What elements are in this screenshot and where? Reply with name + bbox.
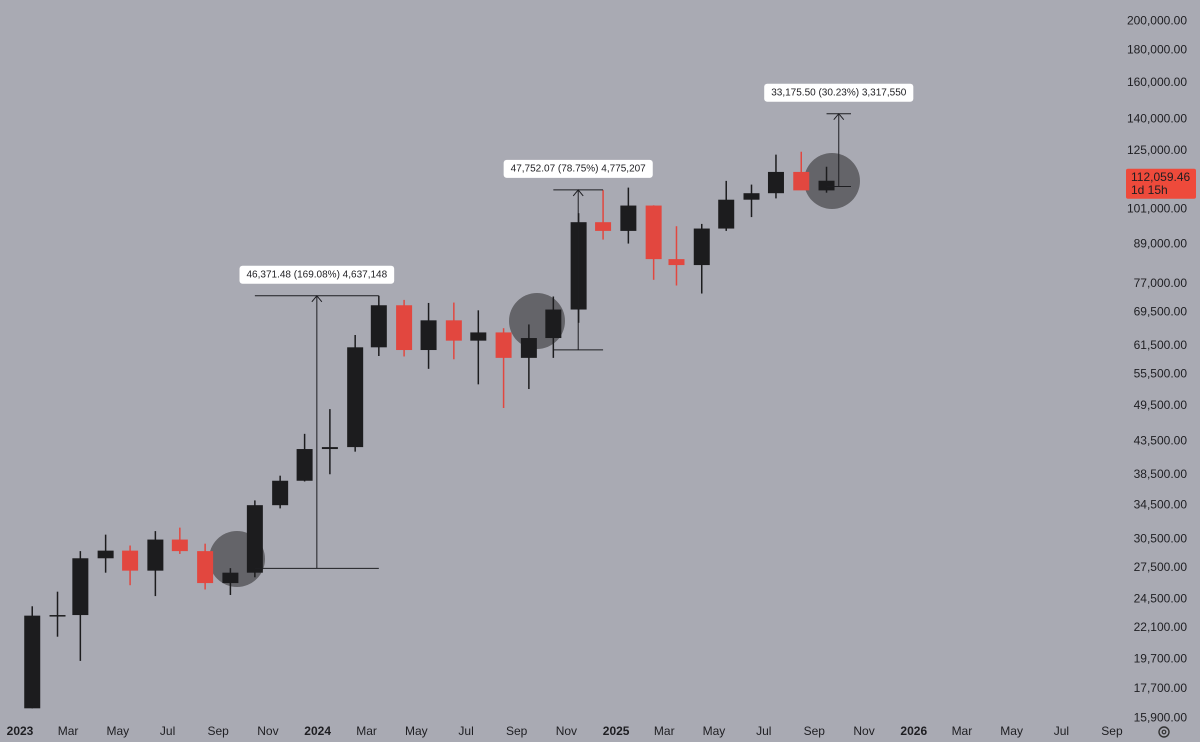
- gear: [1158, 726, 1170, 738]
- x-tick-label: May: [1000, 724, 1023, 738]
- x-tick-label: Jul: [1054, 724, 1069, 738]
- candle-body: [24, 615, 41, 709]
- measure-label-box: [503, 159, 653, 178]
- x-tick-label: Jul: [458, 724, 473, 738]
- x-tick-label: Sep: [207, 724, 229, 738]
- candle-body: [49, 615, 66, 617]
- y-tick-label: 200,000.00: [1127, 13, 1187, 27]
- candle-body: [767, 171, 784, 194]
- candle-body: [420, 320, 437, 351]
- y-tick-label: 89,000.00: [1134, 236, 1188, 250]
- measure-label: 46,371.48 (169.08%) 4,637,148: [247, 269, 388, 280]
- y-tick-label: 15,900.00: [1134, 711, 1188, 725]
- candle-body: [197, 551, 214, 584]
- annotations: 46,371.48 (169.08%) 4,637,148 47,752.07 (…: [239, 83, 914, 569]
- candle-body: [495, 332, 512, 358]
- y-tick-label: 30,500.00: [1134, 531, 1188, 545]
- candle-body: [272, 480, 289, 506]
- price-tag-label: 112,059.46: [1131, 170, 1190, 184]
- y-tick-label: 38,500.00: [1134, 467, 1188, 481]
- candle-body: [743, 193, 760, 200]
- candle-body: [171, 539, 188, 552]
- y-tick-label: 77,000.00: [1134, 276, 1188, 290]
- arrow-head: [572, 189, 584, 197]
- y-tick-label: 34,500.00: [1134, 497, 1188, 511]
- candle-body: [470, 332, 487, 341]
- candle-body: [370, 305, 387, 348]
- candle-body: [347, 347, 364, 448]
- axes: 200,000.00 180,000.00 160,000.00 140,000.00…: [7, 13, 1188, 738]
- candle-body: [595, 222, 612, 231]
- candle-body: [222, 572, 239, 584]
- measure-label-box: [764, 83, 914, 102]
- x-tick-label: Mar: [654, 724, 675, 738]
- x-tick-label: Sep: [804, 724, 826, 738]
- y-tick-label: 22,100.00: [1134, 620, 1188, 634]
- x-tick-label: Mar: [952, 724, 973, 738]
- candle-body: [520, 338, 537, 358]
- x-tick-label: Jul: [756, 724, 771, 738]
- x-tick-label: Sep: [1101, 724, 1123, 738]
- x-tick-label: Mar: [58, 724, 79, 738]
- y-tick-label: 19,700.00: [1134, 652, 1188, 666]
- x-tick-label: Nov: [853, 724, 874, 738]
- x-tick-label: Mar: [356, 724, 377, 738]
- candle-body: [645, 205, 662, 260]
- y-tick-label: 125,000.00: [1127, 143, 1187, 157]
- candle-body: [818, 180, 835, 191]
- x-tick-label: 2026: [900, 724, 927, 738]
- y-tick-label: 27,500.00: [1134, 560, 1188, 574]
- x-tick-label: Nov: [257, 724, 278, 738]
- candle-body: [97, 550, 114, 559]
- candle-body: [620, 205, 637, 231]
- candle-body: [321, 447, 338, 450]
- candle-body: [296, 449, 313, 481]
- y-tick-label: 101,000.00: [1127, 202, 1187, 216]
- candle-body: [718, 199, 735, 229]
- y-tick-label: 160,000.00: [1127, 75, 1187, 89]
- candle-body: [72, 558, 89, 616]
- x-tick-label: 2023: [7, 724, 34, 738]
- candle-body: [396, 305, 413, 351]
- y-tick-label: 140,000.00: [1127, 112, 1187, 126]
- candle-body: [147, 539, 164, 571]
- arrow-head: [833, 112, 845, 121]
- candle-body: [693, 228, 710, 266]
- candle-body: [246, 505, 263, 573]
- y-tick-label: 43,500.00: [1134, 434, 1188, 448]
- y-tick-label: 61,500.00: [1134, 338, 1188, 352]
- y-tick-label: 17,700.00: [1134, 681, 1188, 695]
- measure-label-box: [239, 265, 395, 284]
- y-tick-label: 49,500.00: [1134, 398, 1188, 412]
- x-tick-label: May: [405, 724, 428, 738]
- candle-body: [545, 309, 562, 339]
- y-tick-label: 55,500.00: [1134, 366, 1188, 380]
- x-tick-label: Jul: [160, 724, 175, 738]
- x-tick-label: Nov: [556, 724, 577, 738]
- y-tick-label: 180,000.00: [1127, 42, 1187, 56]
- y-tick-label: 69,500.00: [1134, 304, 1188, 318]
- measure-label: 47,752.07 (78.75%) 4,775,207: [511, 164, 647, 175]
- arrow-head: [311, 295, 323, 303]
- candle-body: [793, 171, 810, 191]
- candle-body: [122, 550, 139, 571]
- gear-center: [1161, 729, 1167, 735]
- candle-body: [445, 320, 462, 341]
- candle-body: [668, 259, 685, 266]
- x-tick-label: Sep: [506, 724, 528, 738]
- settings-icon[interactable]: [1158, 726, 1170, 738]
- x-tick-label: May: [703, 724, 726, 738]
- x-tick-label: 2025: [603, 724, 630, 738]
- y-tick-label: 24,500.00: [1134, 592, 1188, 606]
- countdown: 1d 15h: [1131, 183, 1168, 197]
- measure-label: 33,175.50 (30.23%) 3,317,550: [771, 87, 907, 98]
- price-tag: [1126, 168, 1196, 199]
- x-tick-label: 2024: [304, 724, 331, 738]
- x-tick-label: May: [107, 724, 130, 738]
- candles: [24, 151, 835, 709]
